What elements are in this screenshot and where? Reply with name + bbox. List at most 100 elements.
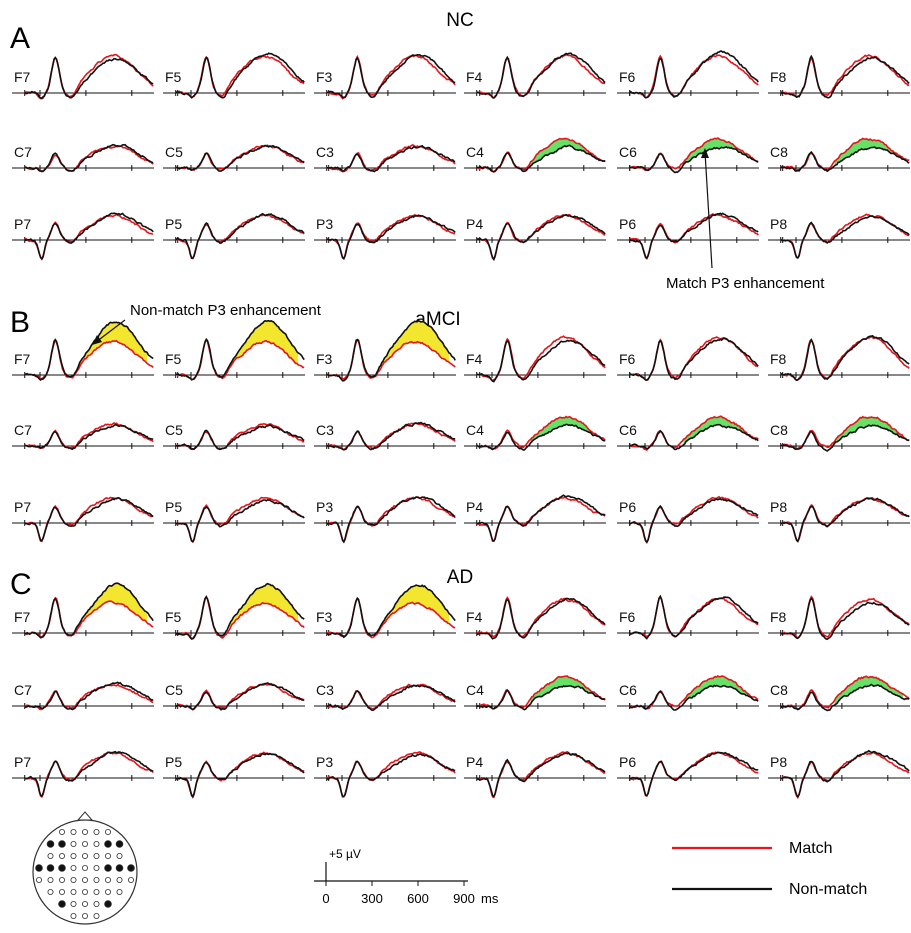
electrode-site-highlighted	[115, 840, 124, 848]
electrode-site	[82, 877, 89, 884]
electrode-label: F3	[316, 609, 333, 625]
nonmatch-waveform	[476, 684, 606, 711]
match-waveform	[629, 415, 759, 451]
nonmatch-waveform	[24, 582, 154, 639]
electrode-site-highlighted	[104, 840, 112, 848]
erp-cell-c-f7: F7	[12, 582, 179, 639]
electrode-site	[70, 865, 77, 872]
nonmatch-enhancement-area	[229, 320, 299, 368]
erp-cell-a-c8: C8	[768, 137, 910, 173]
electrode-label: F7	[14, 351, 31, 367]
nonmatch-waveform	[629, 212, 759, 260]
erp-cell-c-c8: C8	[768, 675, 910, 712]
electrode-site-highlighted	[58, 900, 66, 908]
electrode-site	[105, 877, 112, 884]
nonmatch-waveform	[629, 50, 759, 99]
nonmatch-waveform	[326, 53, 456, 99]
electrode-site-highlighted	[58, 840, 66, 848]
electrode-label: C6	[619, 682, 637, 698]
erp-cell-b-f4: F4	[464, 335, 631, 383]
erp-cell-a-c6: C6	[617, 137, 784, 174]
electrode-label: C3	[316, 422, 334, 438]
nonmatch-waveform	[629, 337, 759, 382]
electrode-label: C5	[165, 422, 183, 438]
electrode-label: C8	[770, 144, 788, 160]
erp-cell-a-c3: C3	[314, 144, 481, 173]
nonmatch-waveform	[476, 494, 606, 542]
electrode-site	[93, 829, 100, 836]
erp-cell-a-p3: P3	[314, 214, 481, 261]
erp-cell-c-p7: P7	[12, 750, 179, 798]
nonmatch-waveform	[780, 497, 910, 543]
electrode-label: F4	[466, 351, 483, 367]
nonmatch-waveform	[24, 497, 154, 542]
nonmatch-waveform	[24, 681, 154, 711]
electrode-head-map	[32, 811, 138, 925]
erp-cell-a-f8: F8	[768, 54, 910, 99]
erp-cell-c-c6: C6	[617, 675, 784, 711]
electrode-label: F3	[316, 69, 333, 85]
nonmatch-waveform	[780, 215, 910, 259]
erp-cell-a-c5: C5	[163, 144, 330, 172]
electrode-site	[82, 829, 89, 836]
nonmatch-waveform	[24, 750, 154, 798]
erp-cell-b-f8: F8	[768, 334, 910, 382]
group-title-nc: NC	[446, 10, 473, 31]
electrode-site	[82, 853, 89, 860]
nonmatch-waveform	[780, 424, 910, 452]
erp-cell-c-f4: F4	[464, 596, 631, 640]
erp-cell-b-f3: F3	[314, 319, 481, 382]
nonmatch-waveform	[476, 52, 606, 99]
electrode-site-highlighted	[104, 864, 112, 872]
nonmatch-waveform	[175, 319, 305, 381]
erp-cell-c-c5: C5	[163, 682, 330, 711]
erp-cell-b-c5: C5	[163, 422, 330, 451]
erp-cell-b-f6: F6	[617, 336, 784, 382]
nonmatch-waveform	[326, 684, 456, 711]
match-waveform	[476, 53, 606, 99]
scale-bar-tick-label-0: 0	[322, 891, 329, 906]
electrode-site	[36, 877, 43, 884]
nonmatch-waveform	[24, 143, 154, 173]
nonmatch-waveform	[24, 212, 154, 261]
electrode-label: C6	[619, 422, 637, 438]
nonmatch-waveform	[476, 339, 606, 383]
match-waveform	[780, 595, 910, 639]
match-enhancement-area	[530, 676, 600, 704]
electrode-site-highlighted	[127, 864, 135, 872]
nonmatch-waveform	[326, 584, 456, 639]
erp-cell-c-f6: F6	[617, 594, 784, 640]
electrode-label: C8	[770, 682, 788, 698]
electrode-label: P5	[165, 216, 182, 232]
group-title-ad: AD	[447, 567, 473, 588]
electrode-site	[82, 913, 89, 920]
electrode-label: C5	[165, 144, 183, 160]
nonmatch-enhancement-area	[78, 322, 148, 370]
nonmatch-waveform	[629, 423, 759, 451]
electrode-site	[82, 901, 89, 908]
electrode-label: C4	[466, 682, 484, 698]
erp-cell-b-p6: P6	[617, 495, 784, 545]
electrode-site	[82, 841, 89, 848]
electrode-label: F8	[770, 351, 787, 367]
erp-cell-b-p3: P3	[314, 496, 481, 544]
electrode-label: P6	[619, 499, 636, 515]
erp-cell-a-p6: P6	[617, 212, 784, 260]
nonmatch-annotation-label: Non-match P3 enhancement	[130, 302, 322, 319]
electrode-site	[93, 853, 100, 860]
erp-cell-c-p4: P4	[464, 750, 631, 799]
nonmatch-waveform	[326, 421, 456, 451]
erp-cell-b-p4: P4	[464, 494, 631, 543]
electrode-site-highlighted	[58, 864, 66, 872]
electrode-site	[116, 853, 123, 860]
match-waveform	[326, 683, 456, 711]
match-annotation-label: Match P3 enhancement	[666, 275, 825, 292]
electrode-label: C7	[14, 682, 32, 698]
electrode-label: P7	[14, 499, 31, 515]
electrode-site	[93, 913, 100, 920]
electrode-label: P7	[14, 216, 31, 232]
nonmatch-enhancement-area	[229, 583, 299, 630]
nonmatch-waveform	[175, 212, 305, 260]
electrode-site-highlighted	[35, 864, 43, 872]
